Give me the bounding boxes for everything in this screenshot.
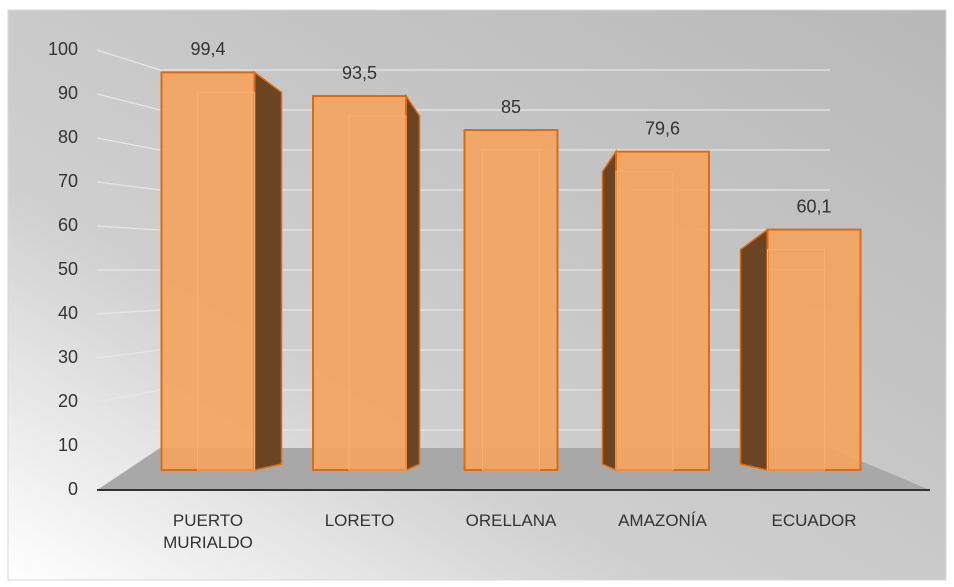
y-tick-label: 40 — [58, 303, 78, 323]
x-tick-label: AMAZONÍA — [618, 511, 707, 530]
bar-group — [601, 149, 710, 472]
bar-group — [463, 129, 559, 471]
bar-group — [739, 228, 862, 471]
y-tick-label: 100 — [48, 39, 78, 59]
bar — [463, 129, 559, 471]
bar-inner — [482, 149, 540, 471]
value-label: 60,1 — [796, 196, 831, 216]
y-tick-label: 10 — [58, 435, 78, 455]
bar-inner — [767, 249, 825, 471]
bar-inner — [615, 171, 674, 471]
bar — [615, 150, 710, 471]
bar — [312, 95, 407, 471]
bar-side — [253, 70, 283, 471]
value-label: 85 — [501, 97, 521, 117]
y-tick-label: 50 — [58, 259, 78, 279]
x-tick-label-box: AMAZONÍA — [618, 511, 707, 530]
x-tick-label: ECUADOR — [771, 511, 857, 530]
y-tick-label: 90 — [58, 83, 78, 103]
y-tick-label: 70 — [58, 171, 78, 191]
bar — [160, 71, 256, 472]
y-tick-label: 20 — [58, 391, 78, 411]
bar-group — [160, 70, 283, 472]
bar-group — [312, 93, 421, 472]
x-tick-label-box: ECUADOR — [771, 511, 857, 530]
x-tick-label-box: LORETO — [324, 511, 395, 530]
x-tick-label: ORELLANA — [465, 511, 557, 530]
bar-side — [405, 93, 421, 472]
bar-inner — [197, 91, 255, 471]
x-tick-label: LORETO — [324, 511, 395, 530]
bar — [766, 228, 862, 471]
y-tick-label: 0 — [68, 479, 78, 499]
y-tick-label: 80 — [58, 127, 78, 147]
value-label: 93,5 — [342, 63, 377, 83]
value-label: 79,6 — [645, 118, 680, 138]
bar-side — [739, 228, 769, 471]
x-tick-label: PUERTO MURIALDO — [163, 511, 253, 552]
grid-line — [96, 137, 830, 151]
y-tick-label: 30 — [58, 347, 78, 367]
value-label: 99,4 — [190, 39, 225, 59]
x-tick-label-box: PUERTO MURIALDO — [163, 511, 253, 552]
x-tick-label-box: ORELLANA — [465, 511, 557, 530]
grid-line — [96, 49, 830, 71]
y-tick-label: 60 — [58, 215, 78, 235]
grid-line — [96, 93, 830, 111]
bar-side — [601, 149, 617, 472]
bar-inner — [348, 115, 407, 471]
